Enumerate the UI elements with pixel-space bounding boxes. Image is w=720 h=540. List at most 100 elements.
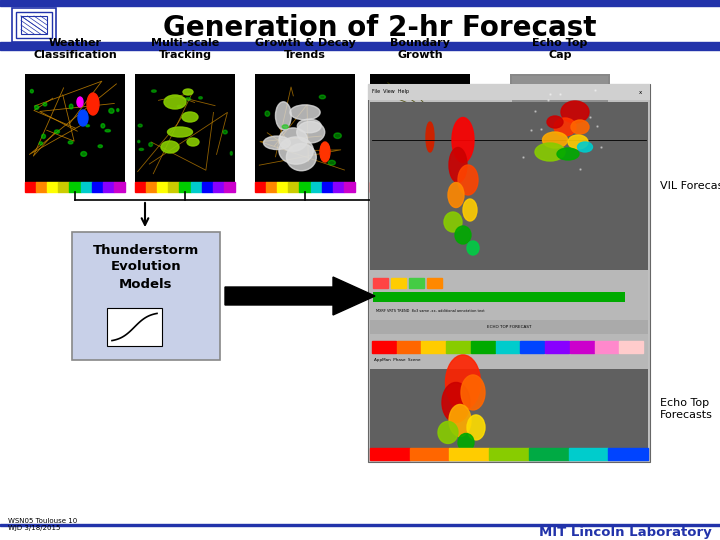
Bar — [372, 341, 396, 353]
Bar — [529, 448, 569, 460]
Ellipse shape — [199, 97, 202, 99]
Ellipse shape — [376, 171, 380, 173]
Ellipse shape — [577, 142, 593, 152]
Bar — [569, 448, 608, 460]
Ellipse shape — [287, 144, 316, 171]
Ellipse shape — [182, 112, 198, 122]
Ellipse shape — [459, 140, 463, 144]
Ellipse shape — [449, 404, 471, 436]
Bar — [415, 182, 426, 192]
Ellipse shape — [223, 130, 228, 134]
Bar — [421, 341, 445, 353]
Ellipse shape — [117, 109, 119, 112]
Ellipse shape — [542, 132, 567, 148]
Ellipse shape — [452, 118, 474, 163]
Ellipse shape — [55, 130, 60, 133]
Ellipse shape — [320, 142, 330, 162]
Bar — [471, 341, 495, 353]
Bar — [370, 448, 410, 460]
Text: Boundary
Growth: Boundary Growth — [390, 38, 450, 60]
Ellipse shape — [554, 118, 576, 136]
Text: Echo Top
Cap: Echo Top Cap — [532, 38, 588, 60]
Ellipse shape — [568, 135, 588, 149]
Bar — [25, 182, 36, 192]
Ellipse shape — [138, 124, 143, 127]
Ellipse shape — [328, 160, 336, 165]
Ellipse shape — [282, 125, 288, 129]
Ellipse shape — [319, 95, 325, 99]
Bar — [370, 334, 648, 369]
Bar — [81, 182, 91, 192]
Ellipse shape — [571, 120, 589, 134]
Ellipse shape — [458, 434, 474, 451]
Ellipse shape — [380, 165, 383, 168]
Bar — [595, 341, 618, 353]
Bar — [449, 448, 489, 460]
Ellipse shape — [547, 116, 563, 128]
Ellipse shape — [420, 164, 422, 167]
Ellipse shape — [467, 241, 479, 255]
Bar — [48, 182, 58, 192]
Bar — [16, 12, 52, 38]
Text: Thunderstorm
Evolution
Models: Thunderstorm Evolution Models — [93, 244, 199, 291]
Bar — [21, 16, 47, 34]
Bar — [448, 182, 459, 192]
Bar — [0, 42, 720, 50]
Ellipse shape — [68, 141, 73, 144]
Bar — [370, 369, 648, 448]
Text: AppMan  Phase  Scene: AppMan Phase Scene — [374, 358, 420, 362]
Bar — [370, 182, 381, 192]
Ellipse shape — [446, 355, 480, 410]
Ellipse shape — [30, 90, 33, 93]
Bar — [370, 320, 648, 334]
Text: MXRF VRTS TREND  8x3 same -xx- additional annotation text: MXRF VRTS TREND 8x3 same -xx- additional… — [376, 309, 485, 313]
Ellipse shape — [279, 137, 313, 164]
Ellipse shape — [81, 152, 86, 157]
Text: ECHO TOP FORECAST: ECHO TOP FORECAST — [487, 325, 531, 329]
Bar — [36, 182, 48, 192]
Text: Growth & Decay
Trends: Growth & Decay Trends — [255, 38, 356, 60]
Ellipse shape — [297, 122, 325, 143]
Bar — [344, 182, 355, 192]
Ellipse shape — [39, 142, 42, 145]
Bar — [539, 182, 553, 192]
Bar — [381, 182, 392, 192]
Bar — [157, 182, 168, 192]
Ellipse shape — [297, 119, 321, 133]
Bar — [373, 278, 388, 288]
Bar — [373, 292, 625, 302]
Bar — [370, 102, 648, 270]
Bar — [391, 278, 406, 288]
Ellipse shape — [467, 415, 485, 440]
Bar — [135, 74, 235, 182]
Text: File  View  Help: File View Help — [372, 90, 409, 94]
Bar — [426, 182, 436, 192]
Ellipse shape — [86, 125, 89, 127]
Bar — [266, 182, 277, 192]
Ellipse shape — [69, 104, 73, 109]
Ellipse shape — [557, 148, 579, 160]
Bar — [489, 448, 529, 460]
Bar — [512, 76, 608, 180]
Bar — [255, 74, 355, 182]
Text: Multi-scale
Tracking: Multi-scale Tracking — [151, 38, 219, 60]
Text: Echo Top
Forecasts: Echo Top Forecasts — [660, 398, 713, 420]
Bar — [370, 270, 648, 320]
Ellipse shape — [334, 133, 341, 138]
Bar — [114, 182, 125, 192]
Ellipse shape — [461, 375, 485, 410]
Ellipse shape — [168, 127, 192, 137]
Ellipse shape — [444, 212, 462, 232]
Polygon shape — [225, 277, 375, 315]
Bar — [570, 341, 593, 353]
Bar — [608, 448, 648, 460]
Ellipse shape — [186, 98, 191, 100]
Bar — [224, 182, 235, 192]
Bar — [567, 182, 582, 192]
Bar — [403, 182, 415, 192]
Bar — [72, 232, 220, 360]
Bar — [553, 182, 567, 192]
Ellipse shape — [35, 105, 39, 110]
Text: VIL Forecasts: VIL Forecasts — [660, 181, 720, 191]
Bar — [69, 182, 81, 192]
